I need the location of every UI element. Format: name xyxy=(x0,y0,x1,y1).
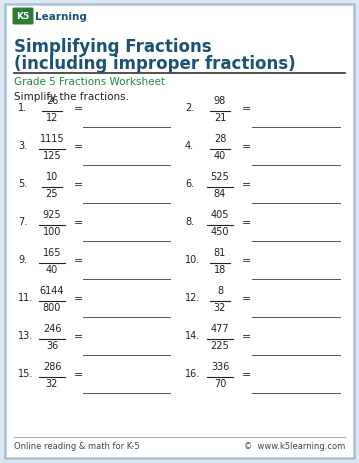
Text: 26: 26 xyxy=(46,96,58,106)
Text: 70: 70 xyxy=(214,378,226,388)
Text: 12: 12 xyxy=(46,113,58,123)
Text: 4.: 4. xyxy=(185,141,194,150)
Text: 1115: 1115 xyxy=(40,134,64,144)
Text: 7.: 7. xyxy=(18,217,27,226)
Text: =: = xyxy=(242,218,251,227)
Text: 32: 32 xyxy=(214,302,226,313)
Text: =: = xyxy=(74,294,83,303)
Text: =: = xyxy=(74,218,83,227)
Text: 32: 32 xyxy=(46,378,58,388)
Text: K5: K5 xyxy=(17,12,30,21)
Text: =: = xyxy=(242,256,251,265)
Text: 18: 18 xyxy=(214,264,226,275)
Text: 5.: 5. xyxy=(18,179,27,188)
Text: 12.: 12. xyxy=(185,292,200,302)
Text: Simplify the fractions.: Simplify the fractions. xyxy=(14,92,129,102)
Text: =: = xyxy=(242,294,251,303)
Text: 28: 28 xyxy=(214,134,226,144)
Text: 336: 336 xyxy=(211,361,229,371)
Text: 9.: 9. xyxy=(18,255,27,264)
Text: (including improper fractions): (including improper fractions) xyxy=(14,55,295,73)
Text: 10.: 10. xyxy=(185,255,200,264)
Text: Simplifying Fractions: Simplifying Fractions xyxy=(14,38,211,56)
Text: 25: 25 xyxy=(46,188,58,199)
Text: 450: 450 xyxy=(211,226,229,237)
Text: =: = xyxy=(242,142,251,152)
Text: 98: 98 xyxy=(214,96,226,106)
Text: 14.: 14. xyxy=(185,330,200,340)
Text: 16.: 16. xyxy=(185,368,200,378)
Text: 40: 40 xyxy=(214,150,226,161)
Text: 10: 10 xyxy=(46,172,58,181)
Text: 2.: 2. xyxy=(185,103,194,113)
Text: Learning: Learning xyxy=(35,12,87,22)
Text: =: = xyxy=(242,332,251,341)
Text: 40: 40 xyxy=(46,264,58,275)
Text: =: = xyxy=(74,369,83,379)
Text: 8.: 8. xyxy=(185,217,194,226)
Text: 286: 286 xyxy=(43,361,61,371)
Text: =: = xyxy=(242,180,251,189)
Text: 36: 36 xyxy=(46,340,58,350)
Text: 246: 246 xyxy=(43,323,61,333)
Text: 6144: 6144 xyxy=(40,285,64,295)
Text: 13.: 13. xyxy=(18,330,33,340)
Text: =: = xyxy=(74,180,83,189)
Text: Grade 5 Fractions Worksheet: Grade 5 Fractions Worksheet xyxy=(14,77,165,87)
Text: 925: 925 xyxy=(43,210,61,219)
Text: 6.: 6. xyxy=(185,179,194,188)
Text: 405: 405 xyxy=(211,210,229,219)
Text: 8: 8 xyxy=(217,285,223,295)
Text: 3.: 3. xyxy=(18,141,27,150)
Text: =: = xyxy=(74,142,83,152)
Text: 100: 100 xyxy=(43,226,61,237)
Text: =: = xyxy=(74,332,83,341)
FancyBboxPatch shape xyxy=(13,8,33,25)
Text: ©  www.k5learning.com: © www.k5learning.com xyxy=(244,441,345,450)
Text: 477: 477 xyxy=(211,323,229,333)
Text: 11.: 11. xyxy=(18,292,33,302)
Text: =: = xyxy=(242,104,251,114)
Text: Online reading & math for K-5: Online reading & math for K-5 xyxy=(14,441,140,450)
Text: 1.: 1. xyxy=(18,103,27,113)
Text: 15.: 15. xyxy=(18,368,33,378)
Text: 225: 225 xyxy=(211,340,229,350)
Text: =: = xyxy=(242,369,251,379)
Text: =: = xyxy=(74,104,83,114)
Text: 165: 165 xyxy=(43,247,61,257)
Text: 84: 84 xyxy=(214,188,226,199)
Text: 21: 21 xyxy=(214,113,226,123)
Text: 800: 800 xyxy=(43,302,61,313)
Text: 81: 81 xyxy=(214,247,226,257)
Text: 125: 125 xyxy=(43,150,61,161)
Text: =: = xyxy=(74,256,83,265)
Text: 525: 525 xyxy=(211,172,229,181)
